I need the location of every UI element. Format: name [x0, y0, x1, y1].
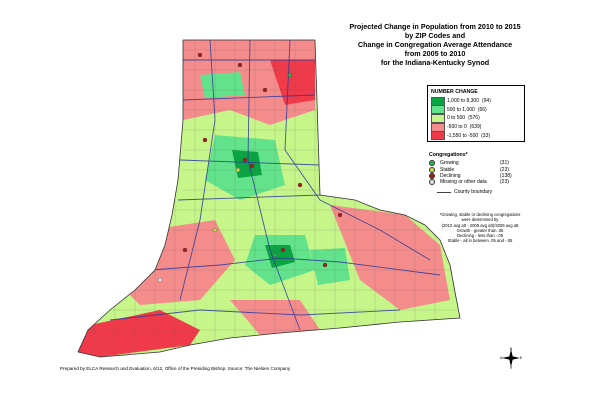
legend-row: 0 to 500 (576) — [431, 113, 524, 123]
decline-region-east — [330, 205, 450, 310]
congregation-marker-declining — [337, 212, 343, 218]
growth-region-lexington — [310, 248, 350, 285]
congregation-marker-missing — [157, 277, 163, 283]
high-growth-region-louisville — [265, 245, 295, 268]
legend-count: (94) — [481, 98, 491, 105]
legend-swatch — [431, 113, 445, 123]
county-boundaries — [80, 40, 460, 355]
note-line: were determined by — [461, 217, 499, 223]
compass-needle — [502, 356, 520, 360]
congregation-legend-row: Missing or other data (23) — [429, 179, 529, 186]
compass-east-label: E — [520, 356, 522, 360]
legend-row: 1,000 to 8,300 (94) — [431, 96, 524, 106]
congregation-legend-count: (31) — [500, 160, 509, 167]
congregation-legend-row: Stable (23) — [429, 166, 529, 173]
note-line: Stable - all in between .05 and -.05 — [447, 238, 513, 244]
legend-label: 1,000 to 8,300 — [447, 98, 479, 105]
note-line: Growth - greater than .05 — [456, 227, 504, 233]
legend-label: 500 to 1,000 — [447, 106, 475, 113]
congregation-legend-label: Declining — [440, 172, 461, 179]
legend-swatch — [431, 131, 445, 141]
growing-dot-icon — [429, 160, 435, 167]
congregation-marker-declining — [262, 87, 268, 93]
source-footer: Prepared by ELCA Research and Evaluation… — [60, 366, 291, 371]
title-line: from 2005 to 2010 — [404, 49, 466, 58]
congregation-legend-row: Growing (31) — [429, 160, 529, 167]
congregation-legend-count: (23) — [500, 166, 509, 173]
state-outline — [77, 39, 461, 358]
decline-region-southwest — [78, 310, 200, 357]
compass-rose-icon: N E S W — [500, 347, 522, 369]
legend-row: -1,550 to -500 (33) — [431, 131, 524, 141]
title-line: by ZIP Codes and — [404, 31, 466, 40]
map-title: Projected Change in Population from 2010… — [330, 22, 540, 67]
county-boundary-key: County boundary — [437, 189, 492, 195]
congregation-marker-declining — [249, 163, 255, 169]
congregation-legend-row: Declining (138) — [429, 172, 529, 179]
number-change-legend: NUMBER CHANGE 1,000 to 8,300 (94) 500 to… — [427, 85, 525, 142]
declining-dot-icon — [429, 172, 435, 179]
congregation-marker-declining — [322, 262, 328, 268]
legend-swatch — [431, 105, 445, 115]
congregation-legend-label: Missing or other data — [440, 179, 487, 186]
methodology-notes: *Growing, stable or declining congregati… — [430, 212, 530, 244]
county-boundary-label: County boundary — [454, 189, 493, 195]
congregation-marker-declining — [297, 182, 303, 188]
growth-region-north — [200, 72, 245, 98]
congregation-marker-declining — [280, 247, 286, 253]
missing-dot-icon — [429, 179, 435, 186]
highway — [284, 40, 431, 261]
decline-region-northeast — [270, 60, 315, 105]
highway — [149, 257, 441, 276]
legend-count: (66) — [477, 106, 487, 113]
congregation-legend-label: Stable — [440, 166, 455, 173]
legend-row: -500 to 0 (639) — [431, 122, 524, 132]
compass-south-label: S — [510, 366, 513, 370]
highway — [179, 159, 321, 166]
congregation-marker-stable — [235, 167, 241, 173]
compass-north-label: N — [510, 347, 513, 351]
legend-count: (576) — [468, 115, 480, 122]
title-line: Change in Congregation Average Attendanc… — [357, 40, 513, 49]
note-line: *Growing, stable or declining congregati… — [439, 212, 521, 217]
congregation-marker-growing — [272, 252, 278, 258]
county-line-icon — [437, 191, 451, 193]
legend-label: -1,550 to -500 — [447, 132, 479, 139]
note-line: Declining - less than -.05 — [456, 233, 504, 239]
legend-swatch — [431, 122, 445, 132]
legend-row: 500 to 1,000 (66) — [431, 105, 524, 115]
highway — [177, 194, 321, 201]
congregation-marker-growing — [287, 72, 293, 78]
congregation-legend-count: (138) — [500, 172, 512, 179]
title-line: for the Indiana-Kentucky Synod — [380, 58, 490, 67]
legend-count: (639) — [469, 124, 482, 131]
congregation-legend-count: (23) — [500, 179, 509, 186]
county-grid — [94, 40, 436, 355]
congregation-marker-declining — [197, 52, 203, 58]
congregations-legend-title: Congregations* — [429, 152, 468, 158]
legend-count: (33) — [481, 132, 491, 139]
highway-network — [109, 40, 441, 331]
compass-west-label: W — [500, 356, 503, 360]
title-line: Projected Change in Population from 2010… — [349, 22, 521, 31]
congregation-marker-declining — [237, 62, 243, 68]
legend-label: -500 to 0 — [447, 124, 467, 131]
legend-label: 0 to 500 — [447, 115, 466, 122]
stable-dot-icon — [429, 166, 435, 173]
congregation-markers — [157, 52, 343, 283]
congregation-legend-label: Growing — [440, 160, 459, 167]
note-line: (2010 avg att - 2005 avg att)/2005 avg a… — [441, 222, 519, 228]
legend-swatch — [431, 96, 445, 106]
congregation-marker-declining — [182, 247, 188, 253]
congregation-marker-stable — [212, 227, 218, 233]
congregation-marker-declining — [202, 137, 208, 143]
legend-title: NUMBER CHANGE — [431, 89, 478, 95]
congregation-marker-declining — [242, 157, 248, 163]
congregations-legend: Congregations* Growing (31) Stable (23) … — [429, 152, 529, 186]
